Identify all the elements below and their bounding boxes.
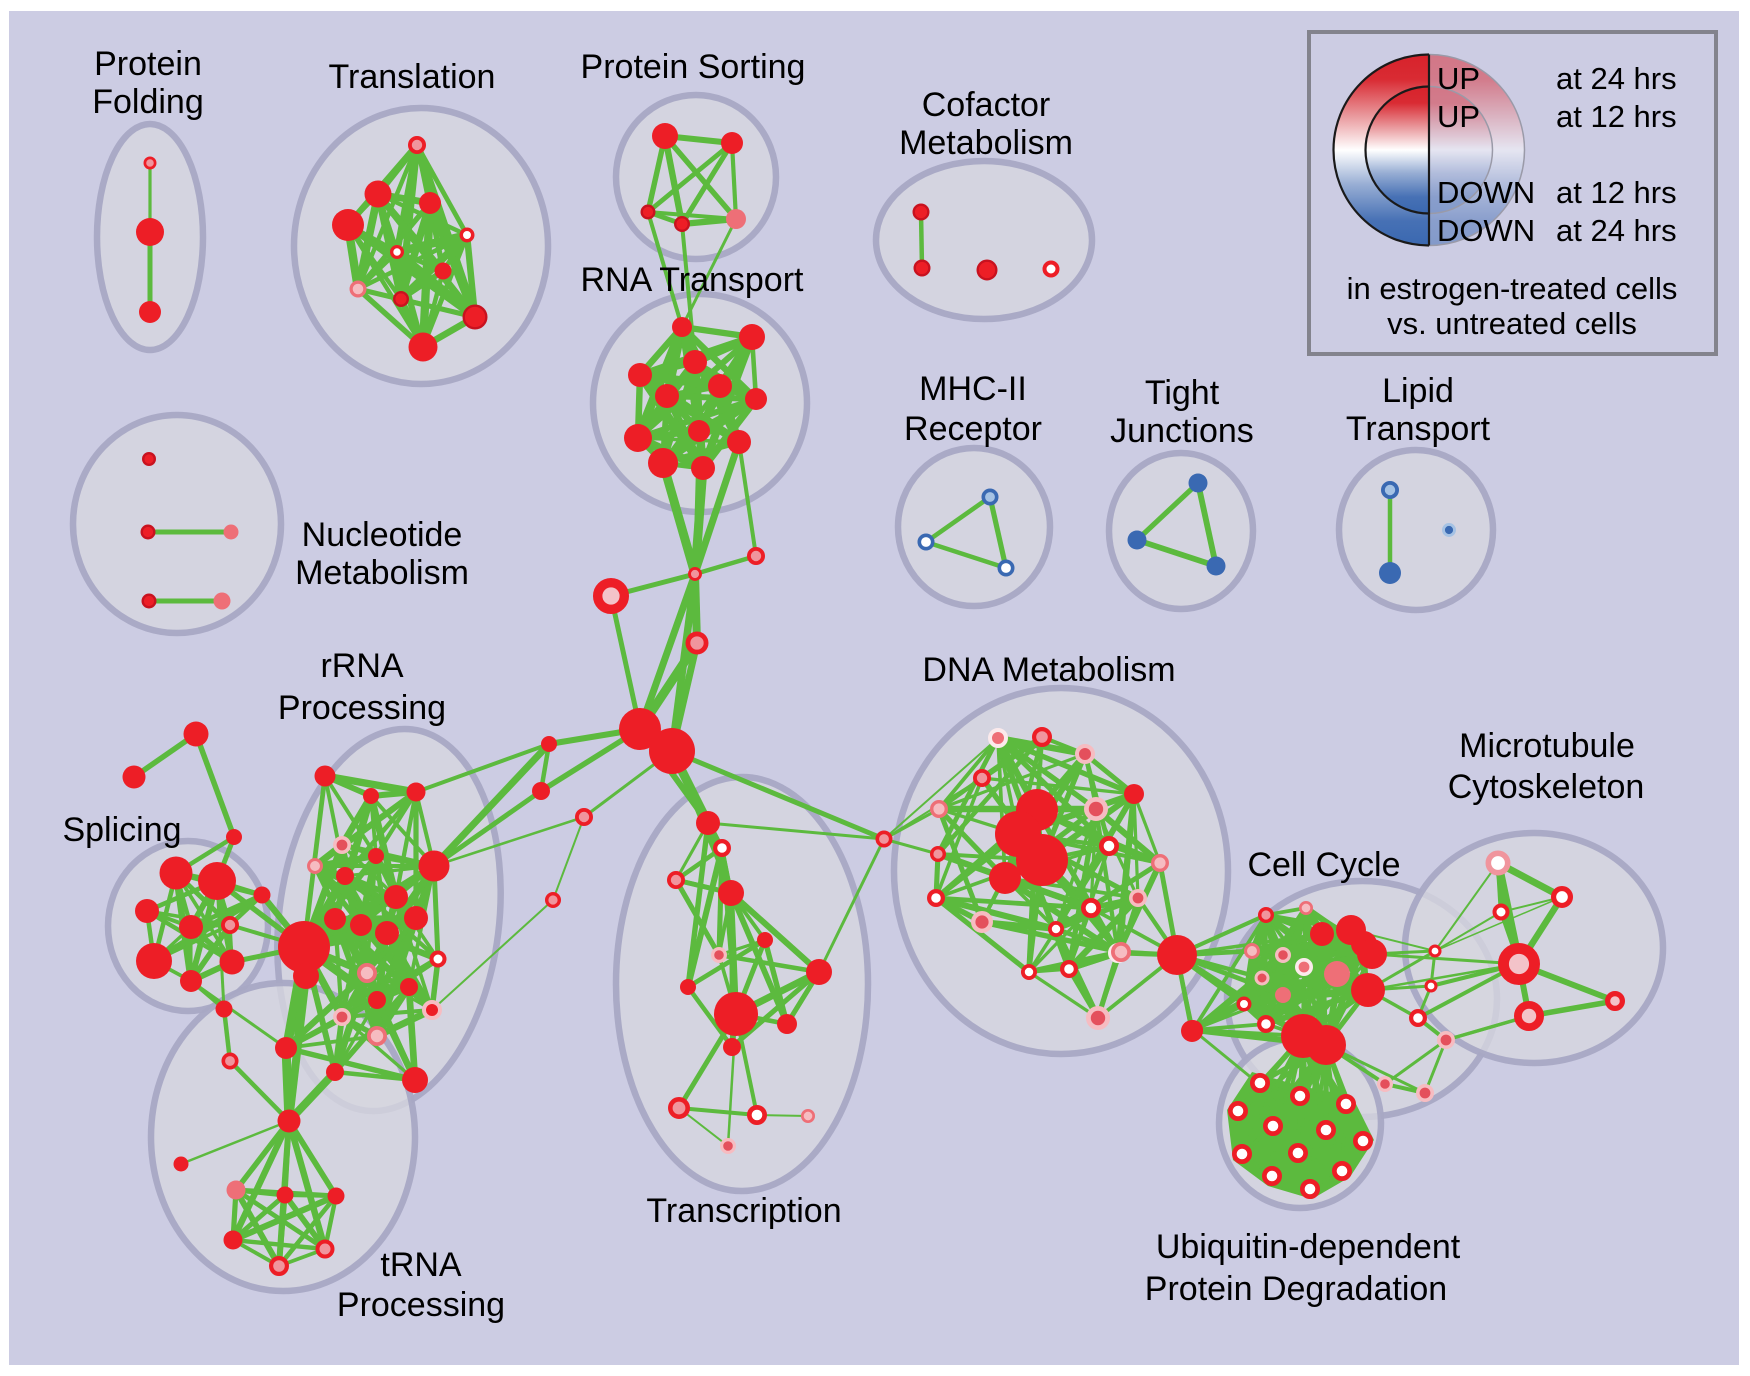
svg-text:at 24 hrs: at 24 hrs (1556, 61, 1677, 96)
svg-text:Cytoskeleton: Cytoskeleton (1448, 768, 1645, 806)
svg-text:Microtubule: Microtubule (1459, 727, 1635, 765)
svg-text:Metabolism: Metabolism (295, 554, 469, 592)
svg-text:Receptor: Receptor (904, 410, 1042, 448)
svg-text:Protein Degradation: Protein Degradation (1145, 1270, 1447, 1308)
svg-text:rRNA: rRNA (320, 647, 403, 685)
svg-text:at 12 hrs: at 12 hrs (1556, 175, 1677, 210)
svg-text:Nucleotide: Nucleotide (302, 516, 463, 554)
svg-text:Protein: Protein (94, 45, 202, 83)
svg-text:Folding: Folding (92, 83, 204, 121)
svg-text:at 12 hrs: at 12 hrs (1556, 99, 1677, 134)
svg-text:Transport: Transport (1346, 410, 1491, 448)
svg-text:Splicing: Splicing (62, 811, 181, 849)
svg-text:Junctions: Junctions (1110, 412, 1254, 450)
svg-text:Tight: Tight (1145, 374, 1220, 412)
svg-text:Ubiquitin-dependent: Ubiquitin-dependent (1156, 1228, 1461, 1266)
svg-text:DOWN: DOWN (1437, 175, 1535, 210)
svg-text:Protein Sorting: Protein Sorting (581, 48, 806, 86)
svg-text:Metabolism: Metabolism (899, 124, 1073, 162)
svg-text:at 24 hrs: at 24 hrs (1556, 213, 1677, 248)
svg-text:Translation: Translation (329, 58, 496, 96)
svg-text:UP: UP (1437, 99, 1480, 134)
svg-text:RNA Transport: RNA Transport (581, 261, 805, 299)
svg-text:Transcription: Transcription (646, 1192, 841, 1230)
svg-text:Lipid: Lipid (1382, 372, 1454, 410)
svg-text:Processing: Processing (278, 689, 446, 727)
svg-text:Cofactor: Cofactor (922, 86, 1051, 124)
svg-text:DNA Metabolism: DNA Metabolism (922, 651, 1175, 689)
svg-text:tRNA: tRNA (380, 1246, 462, 1284)
svg-text:in estrogen-treated cells: in estrogen-treated cells (1347, 271, 1678, 306)
svg-text:DOWN: DOWN (1437, 213, 1535, 248)
svg-text:vs. untreated cells: vs. untreated cells (1387, 306, 1637, 341)
svg-text:Cell Cycle: Cell Cycle (1247, 846, 1400, 884)
svg-text:MHC-II: MHC-II (919, 370, 1027, 408)
svg-text:Processing: Processing (337, 1286, 505, 1324)
svg-text:UP: UP (1437, 61, 1480, 96)
